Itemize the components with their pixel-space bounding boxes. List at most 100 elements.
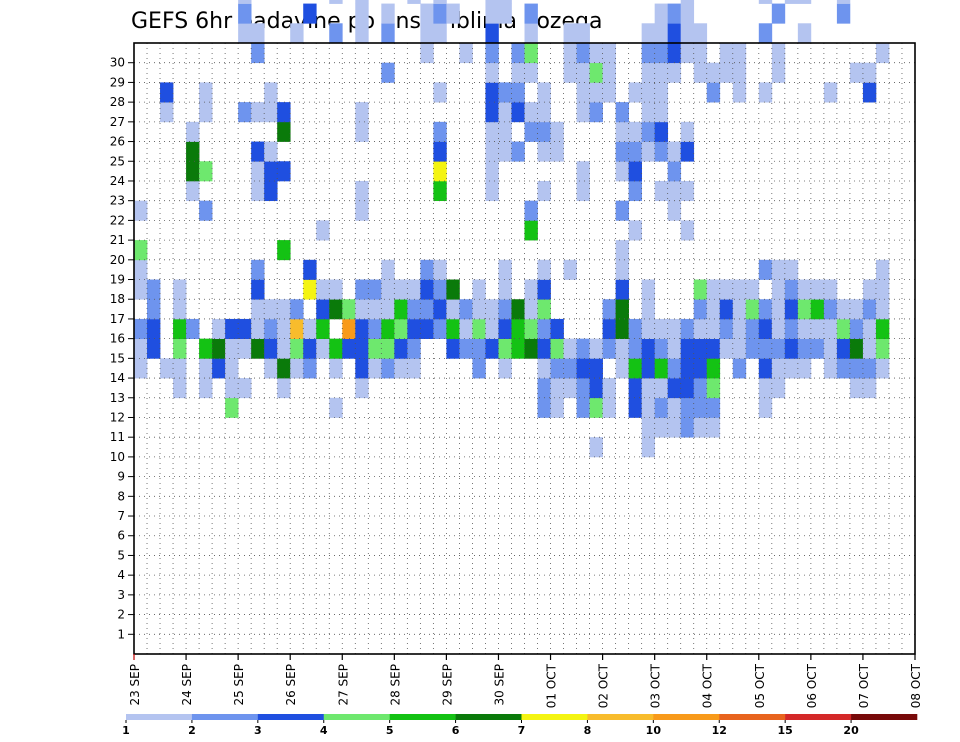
- heatmap-cell: [381, 259, 395, 280]
- heatmap-cell: [394, 299, 408, 320]
- heatmap-cell: [654, 121, 669, 142]
- heatmap-cell: [771, 3, 786, 24]
- heatmap-cell: [537, 358, 551, 379]
- heatmap-cell: [836, 338, 851, 359]
- y-tick-label: 21: [110, 233, 125, 247]
- heatmap-cell: [563, 259, 577, 280]
- heatmap-cell: [407, 0, 421, 4]
- heatmap-cell: [680, 338, 695, 359]
- heatmap-cell: [875, 43, 890, 64]
- x-tick-label: 02 OCT: [597, 663, 611, 708]
- heatmap-cell: [563, 62, 577, 83]
- heatmap-cell: [498, 299, 512, 320]
- heatmap-cell: [277, 161, 291, 182]
- heatmap-cell: [654, 43, 669, 64]
- heatmap-cell: [511, 338, 525, 359]
- heatmap-cell: [134, 240, 148, 261]
- heatmap-cell: [225, 318, 239, 339]
- heatmap-cell: [238, 318, 252, 339]
- heatmap-cell: [472, 338, 486, 359]
- heatmap-cell: [134, 358, 148, 379]
- heatmap-cell: [381, 318, 395, 339]
- heatmap-cell: [303, 358, 317, 379]
- heatmap-cell: [381, 338, 395, 359]
- heatmap-cell: [199, 161, 213, 182]
- heatmap-cell: [368, 318, 382, 339]
- heatmap-cell: [368, 279, 382, 300]
- heatmap-cell: [849, 338, 864, 359]
- heatmap-cell: [303, 338, 317, 359]
- heatmap-cell: [199, 200, 213, 221]
- heatmap-cell: [355, 279, 369, 300]
- heatmap-cell: [186, 318, 200, 339]
- heatmap-cell: [836, 0, 851, 4]
- heatmap-cell: [628, 121, 642, 142]
- heatmap-cell: [628, 161, 642, 182]
- heatmap-cell: [615, 102, 629, 123]
- heatmap-cell: [693, 397, 708, 418]
- heatmap-cell: [511, 318, 525, 339]
- heatmap-cell: [420, 299, 434, 320]
- heatmap-cell: [485, 23, 499, 44]
- heatmap-cell: [784, 279, 799, 300]
- heatmap-cell: [654, 378, 669, 399]
- heatmap-cell: [680, 121, 695, 142]
- heatmap-cell: [264, 338, 278, 359]
- heatmap-cell: [667, 397, 682, 418]
- x-tick-label: 30 SEP: [492, 664, 506, 706]
- heatmap-cell: [290, 338, 304, 359]
- heatmap-cell: [407, 299, 421, 320]
- y-tick-label: 26: [110, 135, 125, 149]
- heatmap-cell: [173, 279, 187, 300]
- heatmap-cell: [641, 23, 656, 44]
- heatmap-cell: [329, 23, 343, 44]
- heatmap-cell: [771, 259, 786, 280]
- heatmap-cell: [433, 318, 447, 339]
- heatmap-cell: [537, 397, 551, 418]
- heatmap-cell: [186, 121, 200, 142]
- heatmap-cell: [602, 62, 616, 83]
- heatmap-cell: [693, 417, 708, 438]
- heatmap-cell: [745, 299, 760, 320]
- heatmap-cell: [706, 338, 721, 359]
- heatmap-cell: [680, 397, 695, 418]
- heatmap-cell: [693, 299, 708, 320]
- heatmap-cell: [706, 279, 721, 300]
- heatmap-cell: [524, 299, 538, 320]
- heatmap-cell: [615, 200, 629, 221]
- heatmap-cell: [485, 102, 499, 123]
- heatmap-cell: [368, 338, 382, 359]
- heatmap-cell: [849, 378, 864, 399]
- heatmap-cell: [199, 102, 213, 123]
- heatmap-cell: [823, 299, 838, 320]
- heatmap-cell: [420, 259, 434, 280]
- heatmap-cell: [615, 121, 629, 142]
- heatmap-cell: [641, 338, 656, 359]
- y-tick-label: 28: [110, 95, 125, 109]
- heatmap-cell: [355, 0, 369, 4]
- heatmap-cell: [667, 200, 682, 221]
- heatmap-cell: [251, 161, 265, 182]
- heatmap-cell: [537, 338, 551, 359]
- heatmap-cell: [355, 180, 369, 202]
- y-tick-label: 23: [110, 194, 125, 208]
- heatmap-cell: [628, 358, 642, 379]
- heatmap-cell: [680, 141, 695, 162]
- heatmap-cell: [238, 23, 252, 44]
- heatmap-cell: [433, 180, 447, 202]
- heatmap-cell: [225, 378, 239, 399]
- heatmap-cell: [186, 141, 200, 162]
- legend-swatch: [719, 714, 786, 720]
- heatmap-cell: [355, 121, 369, 142]
- y-tick-label: 13: [110, 391, 125, 405]
- heatmap-cell: [225, 338, 239, 359]
- heatmap-cell: [823, 279, 838, 300]
- heatmap-cell: [355, 200, 369, 221]
- heatmap-cell: [251, 180, 265, 202]
- heatmap-cell: [433, 0, 447, 4]
- heatmap-cell: [394, 279, 408, 300]
- heatmap-cell: [433, 82, 447, 103]
- heatmap-cell: [550, 378, 564, 399]
- heatmap-cell: [654, 62, 669, 83]
- heatmap-cell: [472, 279, 486, 300]
